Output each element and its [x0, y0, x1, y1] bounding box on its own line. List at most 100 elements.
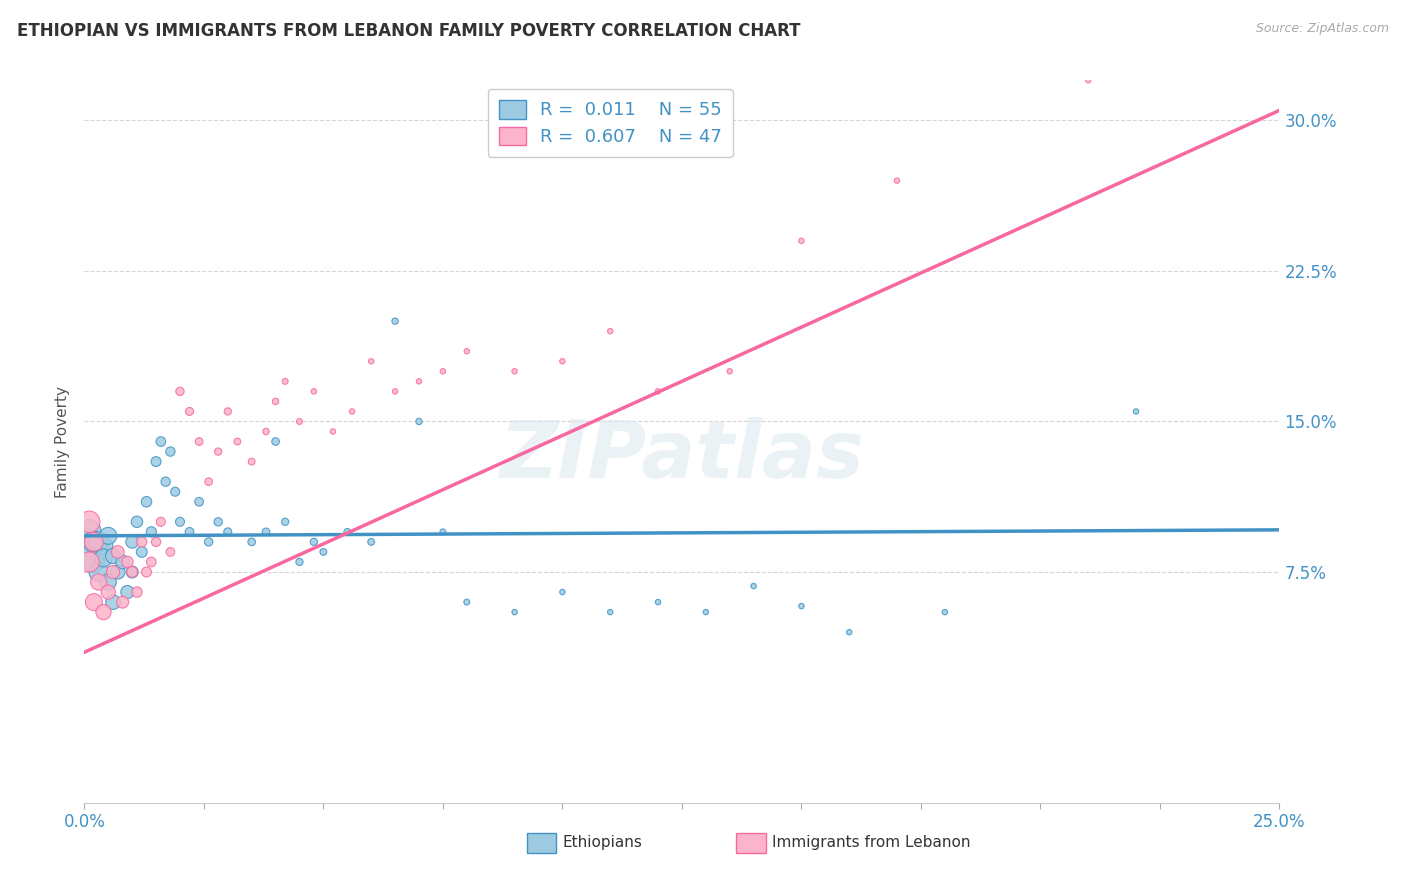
Point	[240, 534, 263, 549]
Point	[179, 404, 201, 418]
Point	[77, 524, 100, 539]
Point	[149, 515, 172, 529]
Point	[197, 475, 219, 489]
Point	[408, 375, 430, 389]
Point	[1077, 73, 1099, 87]
Point	[360, 534, 382, 549]
Point	[93, 539, 115, 553]
Point	[131, 545, 153, 559]
Point	[226, 434, 249, 449]
Point	[117, 555, 139, 569]
Point	[240, 455, 263, 469]
Text: Source: ZipAtlas.com: Source: ZipAtlas.com	[1256, 22, 1389, 36]
Point	[145, 534, 167, 549]
Point	[149, 434, 172, 449]
Point	[384, 314, 406, 328]
Point	[141, 555, 163, 569]
Point	[360, 354, 382, 368]
Point	[169, 515, 191, 529]
Point	[83, 595, 105, 609]
Point	[83, 534, 105, 549]
Point	[97, 529, 120, 543]
Point	[101, 549, 124, 563]
Point	[155, 475, 177, 489]
Point	[503, 605, 526, 619]
Point	[302, 534, 325, 549]
Point	[742, 579, 765, 593]
Point	[647, 595, 669, 609]
Point	[159, 444, 181, 458]
Point	[107, 565, 129, 579]
Point	[131, 534, 153, 549]
Point	[838, 625, 860, 640]
Point	[101, 595, 124, 609]
Point	[340, 404, 363, 418]
Point	[93, 551, 115, 566]
Point	[169, 384, 191, 399]
Point	[695, 605, 717, 619]
Point	[207, 444, 229, 458]
Point	[125, 585, 148, 599]
Point	[264, 434, 287, 449]
Point	[599, 324, 621, 338]
Point	[288, 555, 311, 569]
Y-axis label: Family Poverty: Family Poverty	[55, 385, 70, 498]
Point	[456, 344, 478, 359]
Point	[77, 545, 100, 559]
Point	[107, 545, 129, 559]
Point	[141, 524, 163, 539]
Point	[117, 585, 139, 599]
Point	[93, 605, 115, 619]
Text: ETHIOPIAN VS IMMIGRANTS FROM LEBANON FAMILY POVERTY CORRELATION CHART: ETHIOPIAN VS IMMIGRANTS FROM LEBANON FAM…	[17, 22, 800, 40]
Point	[135, 565, 157, 579]
Point	[87, 534, 110, 549]
Point	[165, 484, 187, 499]
Text: ZIPatlas: ZIPatlas	[499, 417, 865, 495]
Point	[264, 394, 287, 409]
Point	[179, 524, 201, 539]
Point	[336, 524, 359, 539]
Point	[83, 534, 105, 549]
Point	[934, 605, 956, 619]
Point	[83, 555, 105, 569]
Point	[159, 545, 181, 559]
Point	[217, 404, 239, 418]
Point	[322, 425, 344, 439]
Point	[217, 524, 239, 539]
Text: Ethiopians: Ethiopians	[562, 835, 643, 850]
Point	[254, 425, 277, 439]
Point	[288, 414, 311, 429]
Text: Immigrants from Lebanon: Immigrants from Lebanon	[772, 835, 970, 850]
Point	[77, 555, 100, 569]
Point	[503, 364, 526, 378]
Point	[408, 414, 430, 429]
Point	[384, 384, 406, 399]
Point	[302, 384, 325, 399]
Point	[551, 354, 574, 368]
Point	[121, 534, 143, 549]
Point	[197, 534, 219, 549]
Point	[599, 605, 621, 619]
Point	[207, 515, 229, 529]
Point	[121, 565, 143, 579]
Point	[188, 494, 211, 508]
Point	[254, 524, 277, 539]
Point	[718, 364, 741, 378]
FancyBboxPatch shape	[527, 833, 557, 854]
Point	[97, 574, 120, 589]
Point	[101, 565, 124, 579]
Point	[274, 515, 297, 529]
Point	[188, 434, 211, 449]
Point	[77, 515, 100, 529]
Point	[1125, 404, 1147, 418]
Point	[790, 599, 813, 614]
Point	[312, 545, 335, 559]
Point	[145, 455, 167, 469]
Point	[790, 234, 813, 248]
Legend: R =  0.011    N = 55, R =  0.607    N = 47: R = 0.011 N = 55, R = 0.607 N = 47	[488, 89, 733, 157]
Point	[456, 595, 478, 609]
FancyBboxPatch shape	[735, 833, 766, 854]
Point	[432, 524, 454, 539]
Point	[111, 555, 134, 569]
Point	[111, 595, 134, 609]
